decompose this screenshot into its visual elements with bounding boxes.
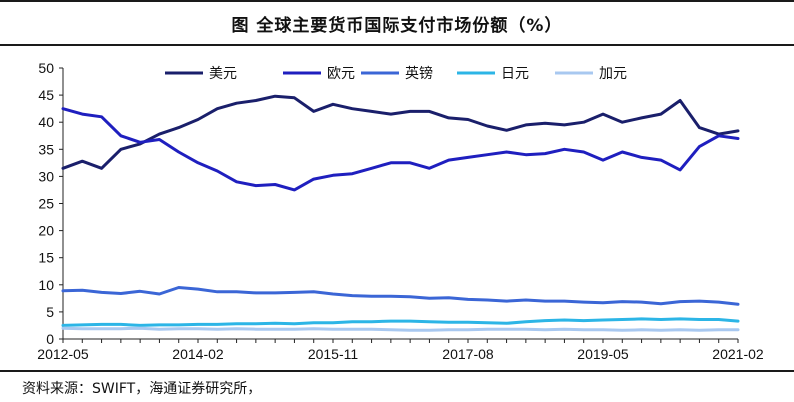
series-line-3	[61, 286, 740, 306]
y-tick-label: 10	[38, 277, 54, 293]
series-line-1	[61, 94, 740, 170]
y-tick-label: 20	[38, 223, 54, 239]
chart-title-bar: 图 全球主要货币国际支付市场份额（%）	[0, 0, 794, 46]
legend-label: 欧元	[327, 66, 355, 82]
y-tick-label: 30	[38, 168, 54, 184]
source-bar: 资料来源：SWIFT，海通证券研究所，	[0, 370, 794, 402]
x-tick-label: 2021-02	[712, 346, 764, 362]
chart-title: 图 全球主要货币国际支付市场份额（%）	[231, 15, 563, 36]
series-line-4	[61, 317, 740, 327]
line-chart: 0 5 10 15 20 25 30 35 40 45 50 2012-05 2014-02 2015-1…	[37, 60, 764, 362]
series-line-2	[61, 107, 740, 192]
legend-label: 加元	[599, 66, 627, 82]
x-tick-label: 2014-02	[172, 346, 224, 362]
y-tick-label: 25	[38, 196, 54, 212]
legend-label: 日元	[501, 66, 529, 82]
x-tick-label: 2012-05	[37, 346, 89, 362]
legend-label: 美元	[209, 66, 237, 82]
x-tick-label: 2015-11	[308, 346, 359, 362]
legend-label: 英镑	[405, 65, 433, 82]
x-tick-label: 2017-08	[442, 346, 494, 362]
y-tick-label: 45	[38, 87, 54, 103]
y-tick-label: 35	[38, 141, 54, 157]
source-note: 资料来源：SWIFT，海通证券研究所，	[22, 381, 262, 397]
y-tick-label: 5	[46, 304, 54, 320]
y-tick-label: 15	[38, 250, 54, 266]
y-tick-label: 50	[38, 60, 54, 76]
series-line-5	[61, 326, 740, 332]
y-tick-label: 0	[46, 331, 54, 347]
x-tick-label: 2019-05	[577, 346, 629, 362]
y-tick-label: 40	[38, 114, 54, 130]
